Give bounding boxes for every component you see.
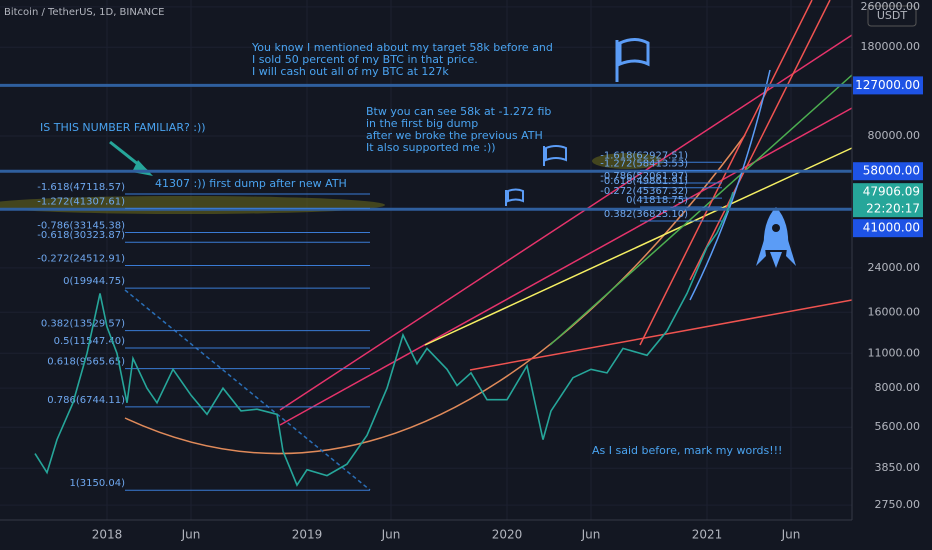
annotation: I sold 50 percent of my BTC in that pric… [252, 53, 478, 66]
price-tag-label: 58000.00 [863, 164, 920, 178]
price-tag-label: 127000.00 [855, 78, 920, 92]
y-tick-label: 11000.00 [868, 346, 921, 359]
fib-label: 0.786(6744.11) [47, 395, 125, 406]
currency-badge[interactable] [867, 5, 917, 27]
countdown-tag [853, 200, 923, 218]
annotation: IS THIS NUMBER FAMILIAR? :)) [40, 121, 206, 134]
fib-label: -1.272(58413.53) [600, 158, 688, 169]
annotation: Btw you can see 58k at -1.272 fib [366, 105, 551, 118]
x-tick-label: Jun [181, 528, 201, 542]
y-tick-label: 2750.00 [875, 498, 921, 511]
dashed-line [124, 289, 371, 491]
y-tick-label: 260000.00 [861, 0, 921, 13]
trend-line [424, 147, 853, 346]
annotation: 41307 :)) first dump after new ATH [155, 177, 347, 190]
flag [615, 38, 650, 82]
countdown: 22:20:17 [866, 202, 920, 216]
fib-label: 0.382(13529.57) [41, 319, 125, 330]
trend-line [469, 299, 853, 371]
y-tick-label: 16000.00 [868, 305, 921, 318]
fib-label: -0.618(49861.91) [600, 176, 688, 187]
currency: USDT [877, 9, 908, 22]
annotation: You know I mentioned about my target 58k… [251, 41, 553, 54]
x-tick-label: Jun [381, 528, 401, 542]
price-tag-label: 47906.09 [863, 185, 920, 199]
fib-label: 0.382(36825.10) [604, 209, 688, 220]
annotation: after we broke the previous ATH [366, 129, 543, 142]
annotation: As I said before, mark my words!!! [592, 444, 782, 457]
annotation: It also supported me :)) [366, 141, 496, 154]
annotation: in the first big dump [366, 117, 478, 130]
y-tick-label: 5600.00 [875, 420, 921, 433]
y-tick-label: 8000.00 [875, 381, 921, 394]
price-line [34, 191, 734, 487]
fib-label: -1.618(62927.51) [600, 150, 688, 161]
fib-label: -0.618(30323.87) [37, 230, 125, 241]
x-tick-label: 2019 [292, 528, 323, 542]
fib-label: -0.786(52061.97) [600, 171, 688, 182]
x-tick-label: Jun [581, 528, 601, 542]
fib-label: 1(3150.04) [69, 478, 125, 489]
fib-label: -1.272(41307.61) [37, 196, 125, 207]
highlight [592, 153, 664, 169]
fib-label: 0(41818.75) [626, 195, 688, 206]
x-tick-label: 2020 [492, 528, 523, 542]
y-tick-label: 24000.00 [868, 261, 921, 274]
fib-label: -1.618(47118.57) [37, 182, 125, 193]
trend-line [689, 0, 831, 281]
chart-title: Bitcoin / TetherUS, 1D, BINANCE [4, 7, 164, 18]
price-tag-label: 41000.00 [863, 221, 920, 235]
price-tag [853, 183, 923, 202]
flag [543, 145, 567, 166]
trend-line [689, 69, 771, 301]
rocket [756, 207, 796, 268]
x-tick-label: 2021 [692, 528, 723, 542]
x-tick-label: Jun [781, 528, 801, 542]
plot: -1.618(47118.57) -1.272(41307.61) -0.786(3… [0, 41, 852, 491]
trend-line [279, 34, 853, 411]
fib-label: -0.786(33145.38) [37, 220, 125, 231]
fib-label: -0.272(24512.91) [37, 254, 125, 265]
price-tag [853, 162, 923, 181]
flag [505, 188, 524, 206]
axes: 260000.00 180000.00 80000.00 24000.00 16000.… [92, 0, 923, 542]
fib-label: 0(19944.75) [63, 276, 125, 287]
y-tick-label: 180000.00 [861, 40, 921, 53]
fib-label: -0.272(45367.32) [600, 186, 688, 197]
y-tick-label: 3850.00 [875, 461, 921, 474]
y-tick-label: 80000.00 [868, 129, 921, 142]
arc [124, 134, 746, 455]
fib-label: 0.618(9565.65) [47, 357, 125, 368]
annotation: I will cash out all of my BTC at 127k [252, 65, 449, 78]
price-tag [853, 219, 923, 238]
price-tag [853, 76, 923, 95]
x-tick-label: 2018 [92, 528, 123, 542]
